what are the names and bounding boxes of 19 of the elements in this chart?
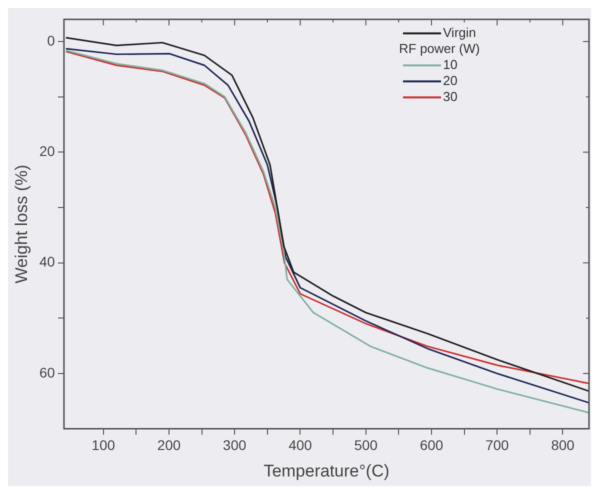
legend-label: 20 <box>443 72 458 88</box>
legend-label: 10 <box>443 56 458 72</box>
x-tick-label: 600 <box>420 437 444 454</box>
legend-label: Virgin <box>443 24 476 40</box>
x-tick-label: 300 <box>222 437 246 454</box>
x-tick-label: 700 <box>485 437 510 454</box>
x-tick-label: 400 <box>288 437 312 454</box>
y-tick-label: 0 <box>47 32 56 48</box>
x-tick-label: 100 <box>92 437 116 454</box>
x-tick-label: 200 <box>157 437 181 454</box>
x-tick-label: 500 <box>354 437 378 454</box>
x-tick-label: 800 <box>551 437 575 454</box>
x-axis-title: Temperature°(C) <box>264 461 390 480</box>
legend-title: RF power (W) <box>399 40 480 56</box>
y-tick-label: 20 <box>39 143 56 160</box>
y-tick-label: 40 <box>39 254 56 270</box>
y-tick-label: 60 <box>39 364 56 380</box>
y-axis-title: Weight loss (%) <box>12 164 31 284</box>
legend-label: 30 <box>443 88 458 104</box>
